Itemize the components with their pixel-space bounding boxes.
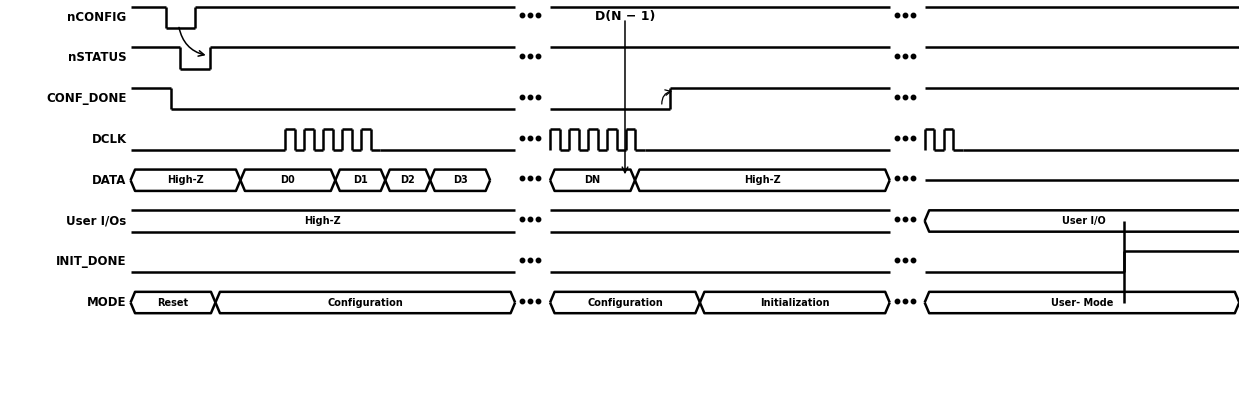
Text: D0: D0 <box>280 175 295 185</box>
Text: DN: DN <box>584 175 600 185</box>
Text: High-Z: High-Z <box>305 216 341 226</box>
Text: D1: D1 <box>353 175 368 185</box>
Text: Configuration: Configuration <box>327 297 403 308</box>
Text: DATA: DATA <box>92 174 126 187</box>
Text: CONF_DONE: CONF_DONE <box>46 92 126 105</box>
Text: High-Z: High-Z <box>167 175 203 185</box>
Text: DCLK: DCLK <box>92 133 126 146</box>
Text: D2: D2 <box>401 175 415 185</box>
Text: User I/O: User I/O <box>1063 216 1106 226</box>
Text: Initialization: Initialization <box>760 297 830 308</box>
Text: Configuration: Configuration <box>587 297 663 308</box>
Text: User- Mode: User- Mode <box>1050 297 1114 308</box>
Text: User I/Os: User I/Os <box>66 214 126 227</box>
Text: INIT_DONE: INIT_DONE <box>56 255 126 268</box>
Text: D(N − 1): D(N − 1) <box>595 10 655 23</box>
Text: High-Z: High-Z <box>744 175 781 185</box>
Text: nCONFIG: nCONFIG <box>67 11 126 24</box>
Text: D3: D3 <box>453 175 467 185</box>
Text: Reset: Reset <box>157 297 188 308</box>
Text: MODE: MODE <box>87 296 126 309</box>
Text: nSTATUS: nSTATUS <box>68 52 126 65</box>
